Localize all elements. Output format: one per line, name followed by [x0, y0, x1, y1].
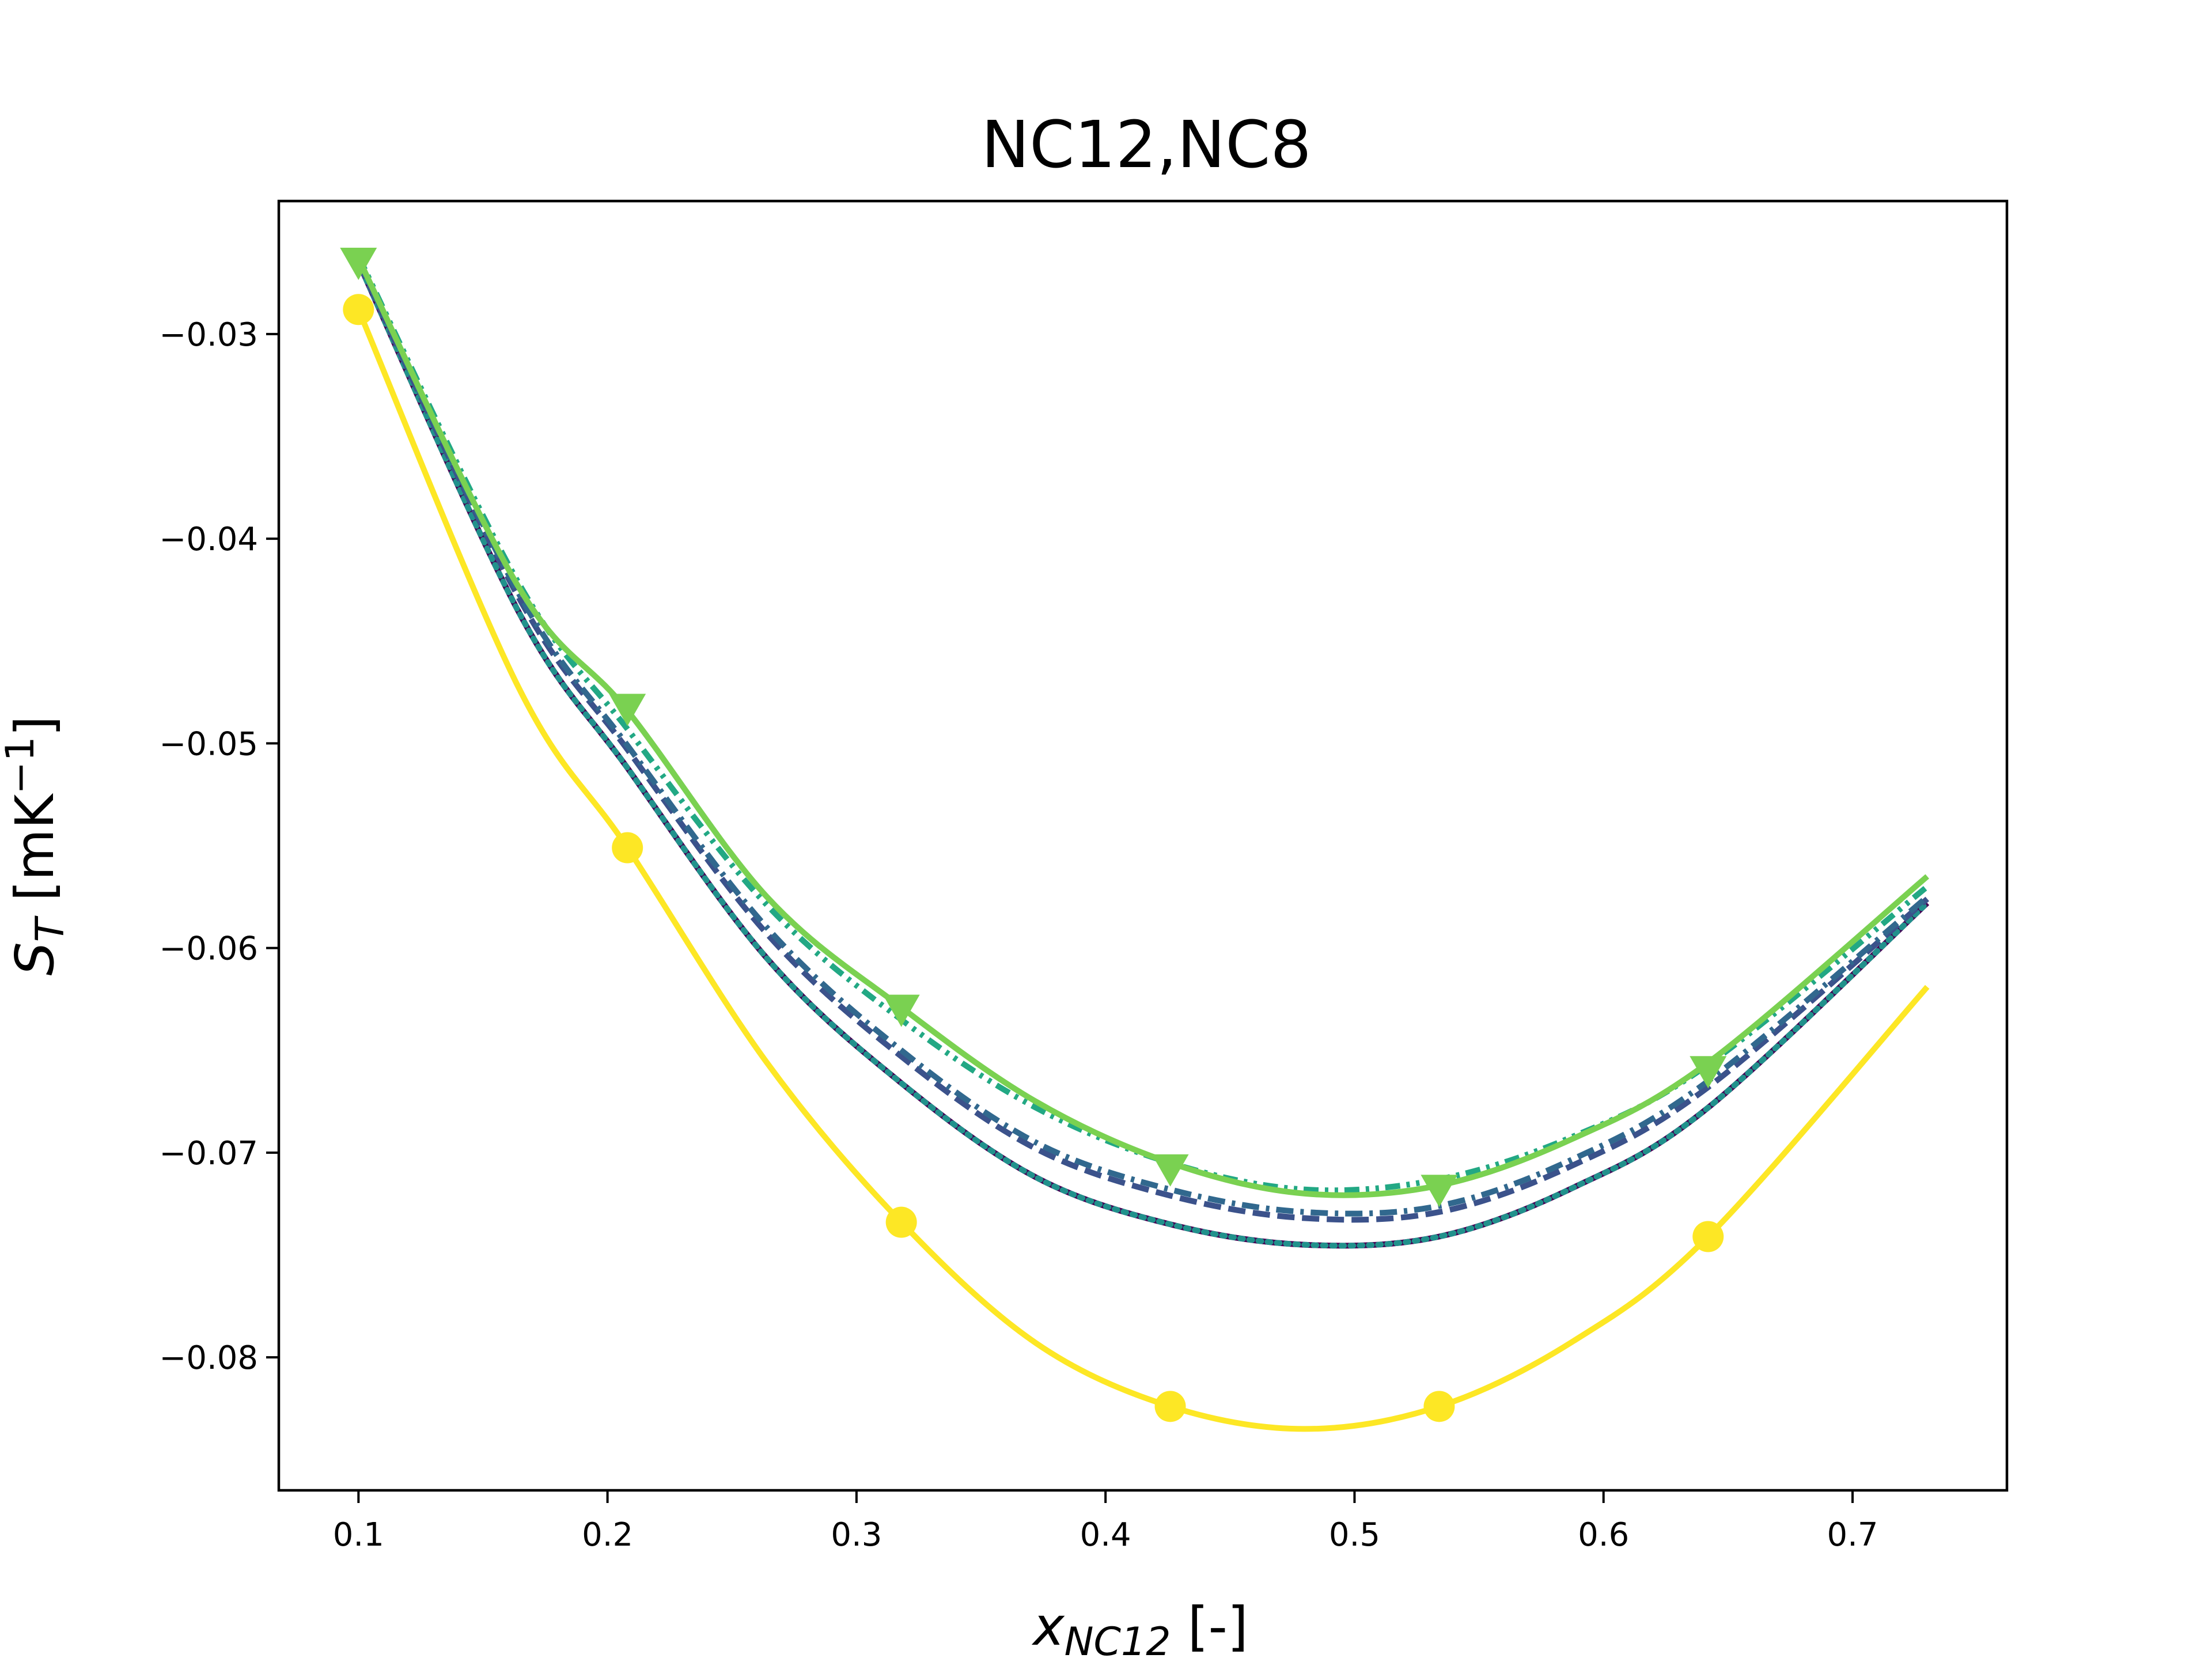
- y-tick-label: −0.07: [159, 1135, 258, 1172]
- series-7-circle-marker: [885, 1206, 917, 1238]
- series-7-circle-marker: [1423, 1391, 1455, 1422]
- y-tick-label: −0.04: [159, 521, 258, 558]
- x-tick-label: 0.4: [1080, 1516, 1131, 1554]
- series-6-triangle-marker: [340, 248, 377, 280]
- x-axis-label: xNC12 [-]: [1031, 1596, 1248, 1659]
- x-tick-label: 0.3: [831, 1516, 882, 1554]
- series-layer: [355, 255, 1930, 1432]
- y-tick-label: −0.05: [159, 725, 258, 763]
- x-tick-label: 0.5: [1329, 1516, 1380, 1554]
- series-line-7: [355, 308, 1930, 1432]
- chart-title: NC12,NC8: [981, 108, 1311, 183]
- x-axis-subscript: NC12: [1065, 1619, 1171, 1659]
- series-7-circle-marker: [612, 832, 643, 864]
- series-6-triangle-marker: [1421, 1175, 1458, 1207]
- y-axis-label: ST [mK−1]: [0, 715, 73, 975]
- plot-area-frame: [277, 199, 2009, 1492]
- x-tick-label: 0.2: [582, 1516, 633, 1554]
- y-tick-label: −0.06: [159, 930, 258, 968]
- series-line-4: [355, 259, 1929, 1217]
- series-7-circle-marker: [343, 294, 374, 325]
- y-axis-unit-prefix: [mK: [4, 793, 66, 918]
- y-tick-label: −0.08: [159, 1339, 258, 1377]
- series-line-3: [355, 261, 1929, 1223]
- series-6-triangle-marker: [609, 694, 646, 726]
- series-7-circle-marker: [1154, 1391, 1186, 1422]
- marker-layer: [340, 248, 1727, 1422]
- series-6-triangle-marker: [882, 994, 920, 1027]
- x-axis: 0.1 0.2 0.3 0.4 0.5 0.6 0.7: [333, 1490, 1878, 1554]
- x-axis-suffix: [-]: [1171, 1596, 1248, 1657]
- x-tick-label: 0.1: [333, 1516, 384, 1554]
- x-tick-label: 0.7: [1827, 1516, 1878, 1554]
- y-axis-unit-suffix: ]: [4, 715, 66, 736]
- series-6-triangle-marker: [1152, 1154, 1189, 1187]
- x-axis-symbol: x: [1031, 1596, 1065, 1657]
- y-axis: −0.03 −0.04 −0.05 −0.06 −0.07 −0.08: [159, 316, 279, 1377]
- series-6-triangle-marker: [1690, 1056, 1727, 1089]
- y-axis-symbol: S: [4, 942, 66, 975]
- series-line-2: [355, 259, 1930, 1249]
- series-7-circle-marker: [1692, 1221, 1724, 1252]
- y-tick-label: −0.03: [159, 316, 258, 354]
- x-tick-label: 0.6: [1578, 1516, 1629, 1554]
- y-axis-unit-superscript: −1: [0, 736, 43, 794]
- series-line-6: [355, 257, 1929, 1198]
- series-line-5: [355, 255, 1929, 1194]
- y-axis-subscript: T: [28, 915, 73, 942]
